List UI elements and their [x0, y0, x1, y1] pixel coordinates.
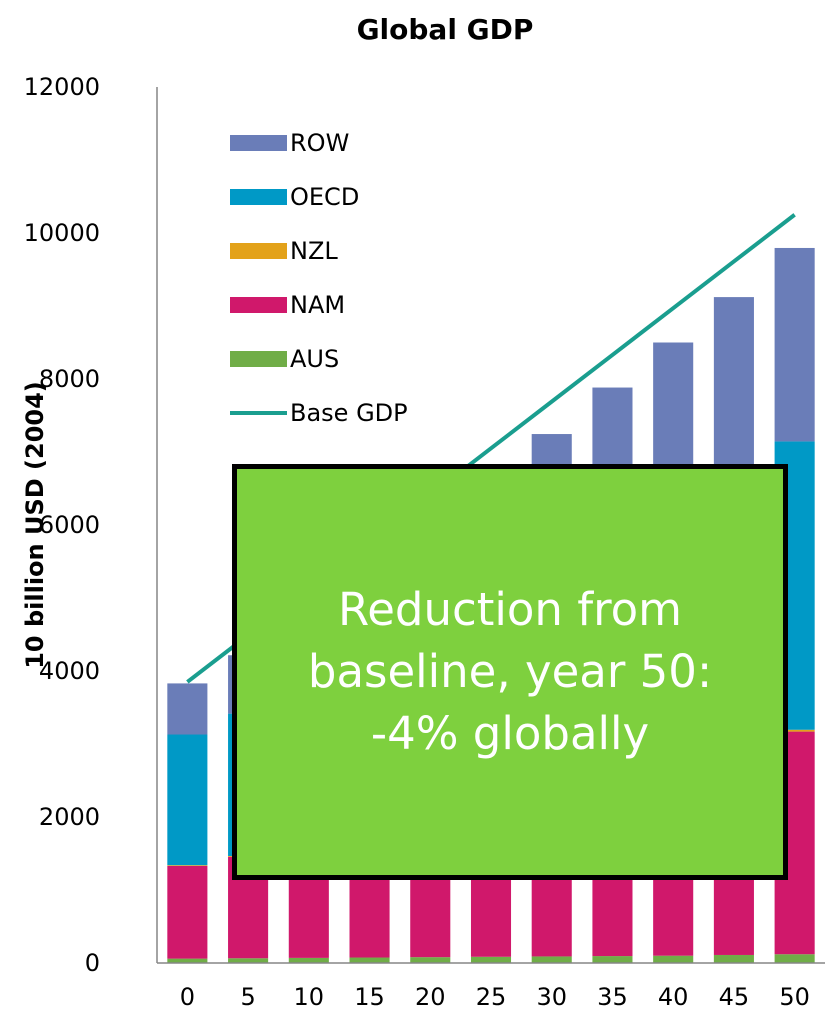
legend-swatch-row	[230, 135, 287, 151]
bar-segment-aus	[228, 958, 269, 963]
x-tick-label: 35	[597, 983, 628, 1011]
callout-line-2: baseline, year 50:	[307, 645, 713, 698]
bar-segment-nzl	[774, 729, 815, 732]
legend-swatch-nam	[230, 297, 287, 313]
x-tick-label: 15	[354, 983, 385, 1011]
bar-segment-row	[713, 297, 754, 495]
callout-text: Reduction from baseline, year 50: -4% gl…	[237, 579, 783, 765]
legend-label: ROW	[290, 129, 349, 157]
y-tick-label: 2000	[39, 803, 100, 831]
x-tick-label: 40	[658, 983, 689, 1011]
bar-segment-aus	[410, 957, 451, 963]
bar-segment-aus	[653, 955, 694, 963]
bar-segment-aus	[349, 957, 390, 963]
bar-segment-aus	[167, 958, 208, 963]
x-tick-label: 10	[294, 983, 325, 1011]
y-tick-label: 0	[85, 949, 100, 977]
legend-label: NZL	[290, 237, 338, 265]
legend-swatch-oecd	[230, 189, 287, 205]
x-tick-label: 30	[536, 983, 567, 1011]
y-tick-label: 6000	[39, 511, 100, 539]
y-tick-label: 8000	[39, 365, 100, 393]
bar-segment-aus	[531, 956, 572, 963]
callout-line-3: -4% globally	[370, 707, 650, 760]
bar-segment-aus	[470, 956, 512, 963]
y-tick-label: 10000	[24, 219, 100, 247]
reduction-callout: Reduction from baseline, year 50: -4% gl…	[232, 464, 788, 880]
y-axis-label: 10 billion USD (2004)	[21, 381, 49, 669]
x-tick-label: 50	[779, 983, 810, 1011]
chart-title: Global GDP	[357, 13, 534, 46]
x-tick-label: 5	[240, 983, 255, 1011]
legend-swatch-aus	[230, 351, 287, 367]
x-tick-label: 25	[476, 983, 507, 1011]
legend-label: Base GDP	[290, 399, 408, 427]
bar-segment-aus	[288, 957, 329, 963]
bar-segment-nam	[167, 865, 208, 959]
x-tick-label: 20	[415, 983, 446, 1011]
legend-label: NAM	[290, 291, 345, 319]
bar-segment-aus	[713, 954, 754, 963]
legend-label: AUS	[290, 345, 339, 373]
bar-segment-row	[774, 247, 815, 442]
bar-segment-aus	[774, 954, 815, 963]
y-tick-label: 4000	[39, 657, 100, 685]
legend-label: OECD	[290, 183, 359, 211]
bar-segment-oecd	[167, 734, 208, 866]
legend-swatch-nzl	[230, 243, 287, 259]
bar-segment-aus	[592, 956, 633, 963]
x-tick-label: 0	[180, 983, 195, 1011]
x-tick-label: 45	[719, 983, 750, 1011]
bar-segment-nzl	[167, 865, 208, 866]
bar-segment-row	[167, 683, 208, 735]
callout-line-1: Reduction from	[338, 583, 682, 636]
y-tick-label: 12000	[24, 73, 100, 101]
